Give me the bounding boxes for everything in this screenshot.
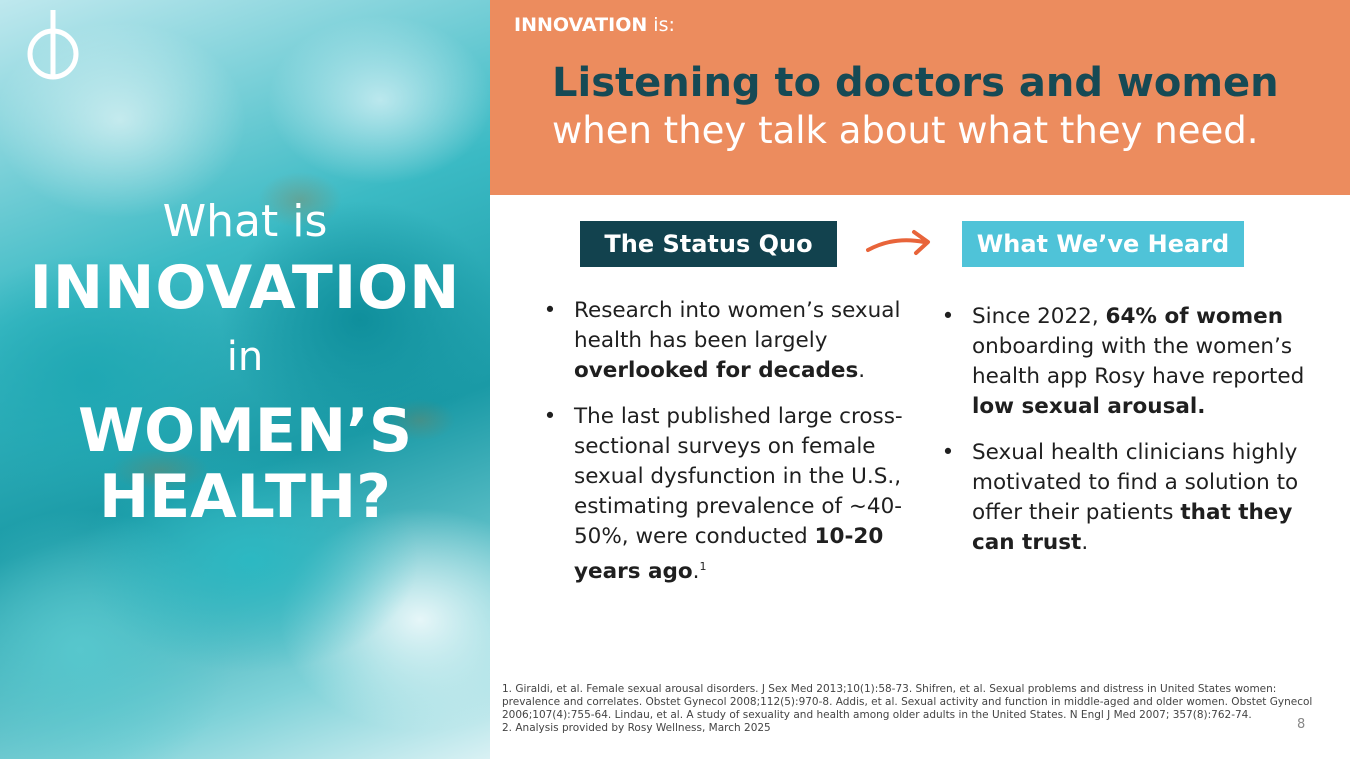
kicker-rest: is: <box>647 14 675 36</box>
bullet-icon: • <box>543 404 557 429</box>
bullet-icon: • <box>543 298 557 323</box>
list-item: • Since 2022, 64% of women onboarding wi… <box>938 302 1318 422</box>
list-item: • Sexual health clinicians highly motiva… <box>938 438 1318 558</box>
hero-line-innovation: INNOVATION <box>29 253 461 323</box>
what-weve-heard-label: What We’ve Heard <box>962 221 1244 267</box>
kicker-bold: INNOVATION <box>514 14 648 36</box>
footnote-ref: 1 <box>699 560 707 573</box>
brand-logo-icon <box>27 10 79 80</box>
hero-line-womens-health: WOMEN’S HEALTH? <box>0 398 490 530</box>
hero-line-what-is: What is <box>162 196 328 247</box>
hero-line-in: in <box>226 334 264 380</box>
what-weve-heard-list: • Since 2022, 64% of women onboarding wi… <box>938 302 1318 574</box>
hero-line-health: HEALTH? <box>99 462 391 532</box>
footnote-1: 1. Giraldi, et al. Female sexual arousal… <box>502 683 1313 721</box>
watercolor-background <box>0 0 490 759</box>
footnotes: 1. Giraldi, et al. Female sexual arousal… <box>502 683 1332 735</box>
bullet-icon: • <box>941 440 955 465</box>
page-number: 8 <box>1297 717 1306 732</box>
footnote-2: 2. Analysis provided by Rosy Wellness, M… <box>502 722 771 734</box>
headline-line-2: when they talk about what they need. <box>552 109 1259 152</box>
header-kicker: INNOVATION is: <box>514 14 675 36</box>
list-item: • Research into women’s sexual health ha… <box>540 296 920 386</box>
arrow-right-icon <box>866 230 930 255</box>
status-quo-label: The Status Quo <box>580 221 837 267</box>
status-quo-list: • Research into women’s sexual health ha… <box>540 296 920 603</box>
hero-line-womens: WOMEN’S <box>77 396 413 466</box>
bullet-icon: • <box>941 304 955 329</box>
headline-line-1: Listening to doctors and women <box>552 60 1279 106</box>
list-item: • The last published large cross-section… <box>540 402 920 587</box>
header-band: INNOVATION is: Listening to doctors and … <box>490 0 1350 195</box>
